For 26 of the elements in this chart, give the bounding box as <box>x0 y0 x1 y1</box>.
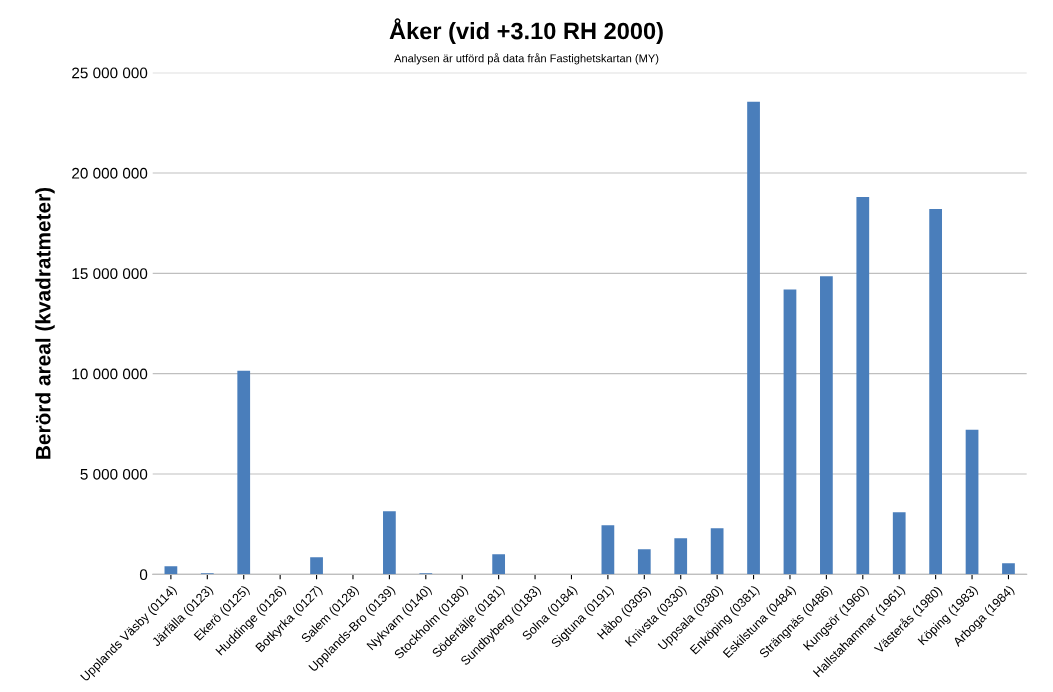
y-tick-label: 15 000 000 <box>72 268 148 280</box>
bar <box>856 197 870 575</box>
bar <box>710 528 724 575</box>
bar <box>164 566 178 575</box>
bar <box>637 549 651 575</box>
bar <box>601 525 615 575</box>
bar <box>1002 563 1015 575</box>
bar <box>674 538 688 575</box>
bar <box>237 370 251 575</box>
bar <box>383 511 396 575</box>
bar <box>929 209 943 575</box>
chart-subtitle: Analysen är utförd på data från Fastighetskartan (MY) <box>394 53 659 65</box>
bar <box>492 554 506 575</box>
bar <box>310 557 323 575</box>
y-tick-label: 10 000 000 <box>72 368 148 380</box>
y-tick-label: 20 000 000 <box>72 167 148 179</box>
bar <box>783 289 797 575</box>
bar <box>820 276 833 575</box>
bar <box>965 429 979 575</box>
y-tick-label: 25 000 000 <box>72 67 148 79</box>
chart-title: Åker (vid +3.10 RH 2000) <box>389 18 663 45</box>
y-axis-title: Berörd areal (kvadratmeter) <box>35 187 55 459</box>
y-tick-label: 5 000 000 <box>80 468 148 480</box>
bar <box>892 512 906 575</box>
bar <box>747 101 760 575</box>
y-tick-label: 0 <box>139 569 148 581</box>
